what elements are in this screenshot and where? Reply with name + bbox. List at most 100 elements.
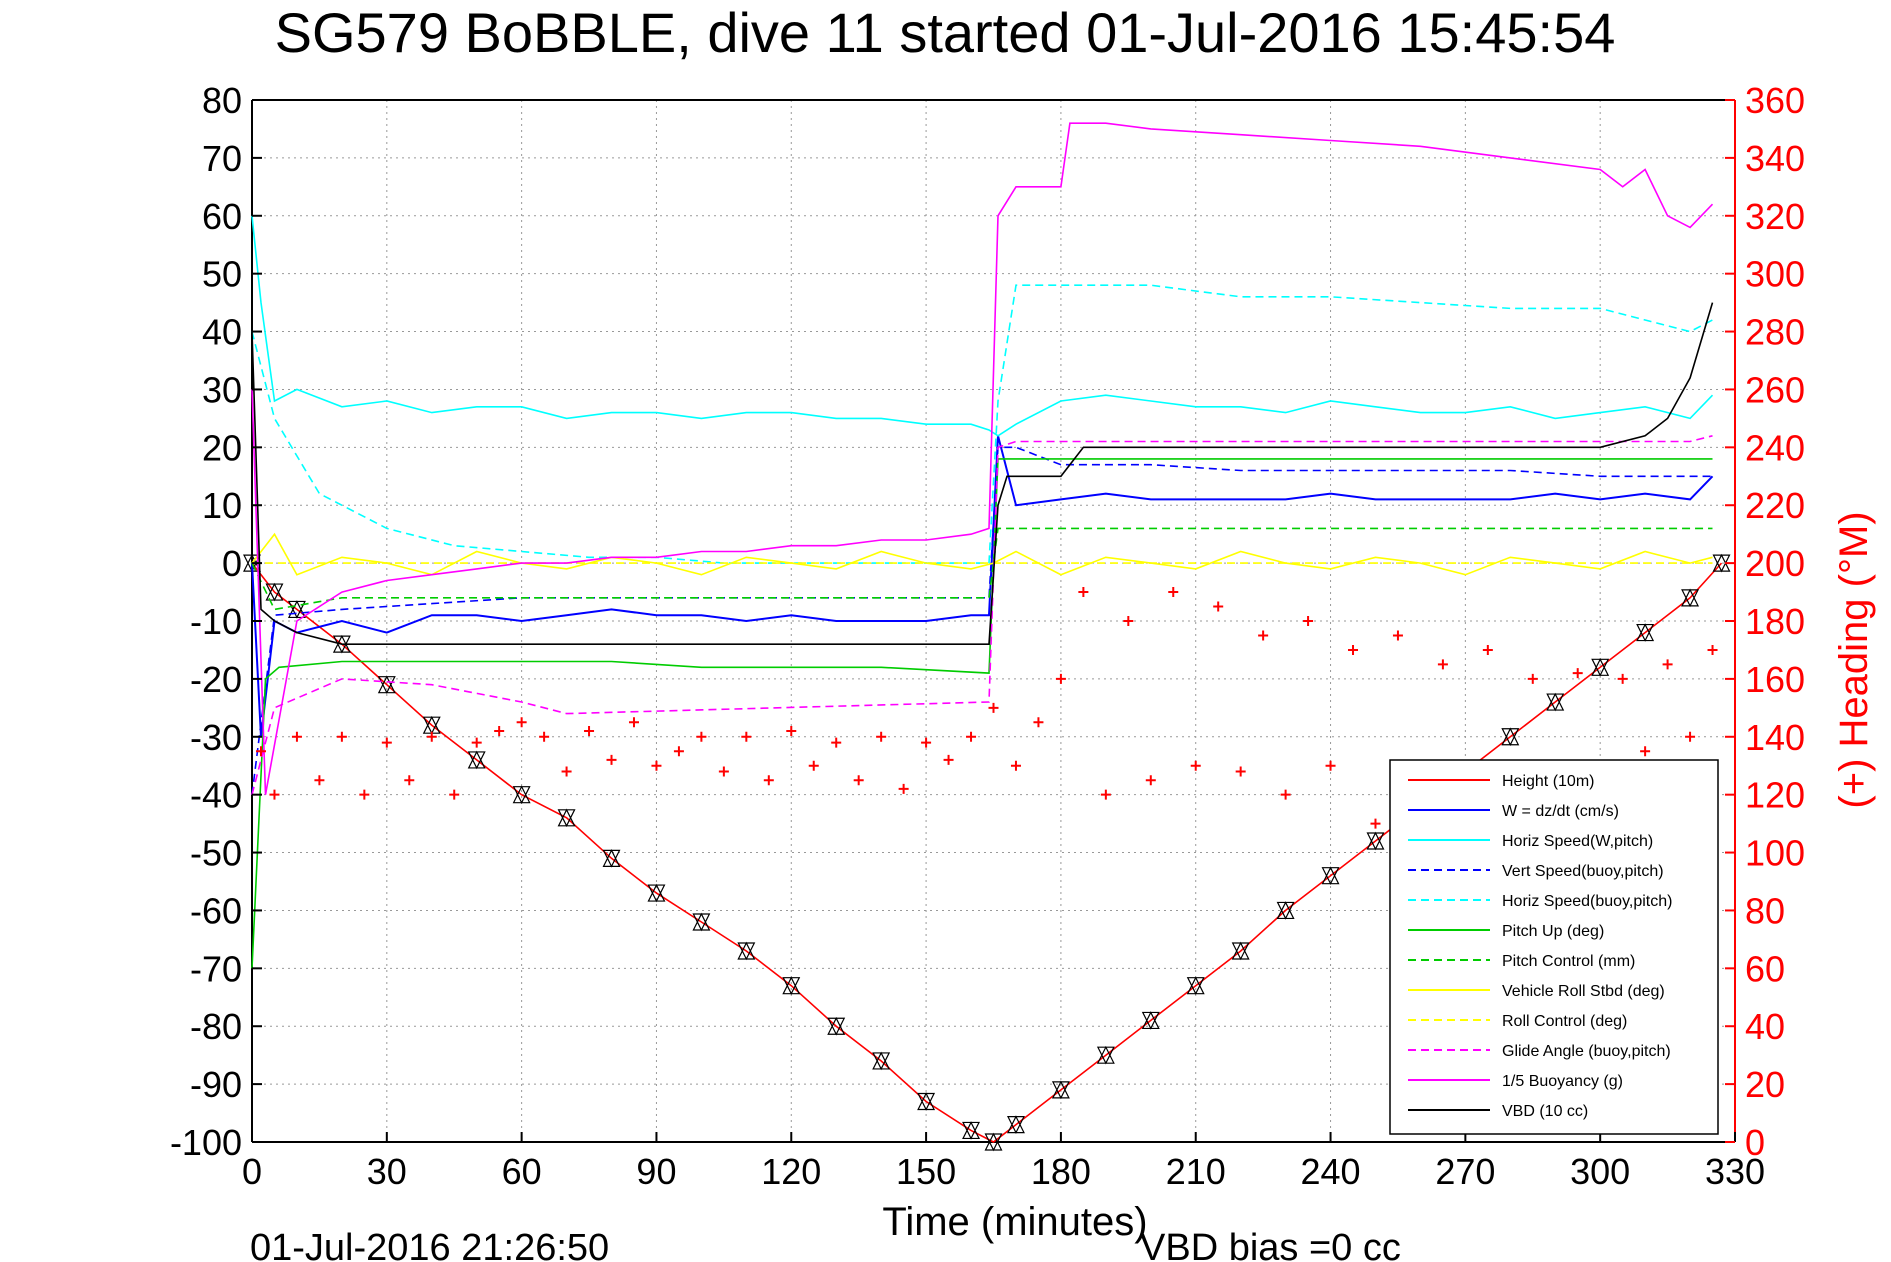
y2-tick-label: 80: [1745, 890, 1785, 931]
y2-tick-label: 120: [1745, 775, 1805, 816]
x-tick-label: 300: [1570, 1151, 1630, 1192]
y2-axis-ticks: 3603403203002802602402202001801601401201…: [1725, 80, 1805, 1163]
y-tick-label: 30: [202, 369, 242, 410]
heading-marker: [673, 746, 684, 757]
heading-marker: [336, 731, 347, 742]
heading-marker: [853, 775, 864, 786]
legend-label: Glide Angle (buoy,pitch): [1502, 1043, 1671, 1060]
y-tick-label: -80: [190, 1006, 242, 1047]
heading-marker: [1640, 746, 1651, 757]
y-tick-label: -50: [190, 833, 242, 874]
heading-marker: [1707, 644, 1718, 655]
height-marker: [1231, 941, 1250, 961]
height-marker: [1096, 1045, 1115, 1065]
heading-marker: [1370, 818, 1381, 829]
heading-marker: [561, 766, 572, 777]
heading-marker: [404, 775, 415, 786]
height-marker: [1366, 831, 1385, 851]
y2-tick-label: 20: [1745, 1064, 1785, 1105]
heading-marker: [1325, 760, 1336, 771]
heading-marker: [876, 731, 887, 742]
y2-axis-label: (+) Heading (°M): [1832, 511, 1876, 808]
y2-tick-label: 240: [1745, 427, 1805, 468]
legend-label: Horiz Speed(W,pitch): [1502, 833, 1653, 850]
series-vbd-10-cc: [251, 302, 1714, 646]
heading-marker: [449, 789, 460, 800]
heading-marker: [921, 737, 932, 748]
y2-tick-label: 280: [1745, 312, 1805, 353]
series-horiz-speed-buoy-pitch: [251, 284, 1713, 564]
legend-label: W = dz/dt (cm/s): [1502, 803, 1619, 820]
x-tick-label: 90: [636, 1151, 676, 1192]
heading-marker: [1055, 673, 1066, 684]
legend-label: Roll Control (deg): [1502, 1013, 1627, 1030]
height-marker: [1681, 588, 1700, 608]
heading-marker: [763, 775, 774, 786]
x-tick-label: 210: [1166, 1151, 1226, 1192]
legend-label: Vert Speed(buoy,pitch): [1502, 863, 1664, 880]
heading-marker: [1303, 616, 1314, 626]
series-glide-angle-buoy-pitch: [251, 435, 1713, 795]
series-w-dz-dt-cm-s: [251, 435, 1714, 737]
heading-marker: [269, 789, 280, 800]
heading-marker: [426, 731, 437, 742]
heading-marker: [1213, 601, 1224, 612]
y-tick-label: -70: [190, 948, 242, 989]
y-tick-label: -30: [190, 717, 242, 758]
height-marker: [1141, 1011, 1160, 1030]
x-axis-label: Time (minutes): [882, 1200, 1147, 1244]
x-tick-label: 30: [367, 1151, 407, 1192]
legend: Height (10m) W = dz/dt (cm/s) Horiz Speed(…: [1389, 759, 1719, 1135]
heading-marker: [314, 775, 325, 786]
heading-marker: [1527, 673, 1538, 684]
heading-marker: [1572, 668, 1583, 679]
heading-marker: [584, 725, 595, 736]
height-marker: [984, 1132, 1003, 1152]
y-tick-label: 40: [202, 312, 242, 353]
y-tick-label: 70: [202, 138, 242, 179]
heading-marker: [1662, 659, 1673, 670]
heading-marker: [966, 731, 977, 742]
heading-marker: [1392, 630, 1403, 641]
y-tick-label: 10: [202, 485, 242, 526]
y2-tick-label: 220: [1745, 485, 1805, 526]
height-marker: [917, 1092, 936, 1111]
heading-marker: [1280, 789, 1291, 800]
height-marker: [1546, 692, 1565, 712]
heading-marker: [539, 731, 550, 742]
height-marker: [1006, 1115, 1025, 1134]
heading-marker: [1685, 731, 1696, 742]
height-marker: [737, 941, 756, 961]
heading-marker: [651, 760, 662, 771]
height-marker: [962, 1121, 981, 1140]
heading-marker: [1437, 659, 1448, 670]
height-marker: [1051, 1080, 1070, 1100]
y2-tick-label: 360: [1745, 80, 1805, 121]
height-marker: [872, 1051, 891, 1071]
heading-marker: [1168, 587, 1179, 598]
legend-label: Pitch Control (mm): [1502, 953, 1635, 970]
height-marker: [647, 883, 666, 903]
y-tick-label: 60: [202, 196, 242, 237]
y-tick-label: -20: [190, 659, 242, 700]
legend-label: 1/5 Buoyancy (g): [1502, 1073, 1623, 1090]
heading-marker: [494, 725, 505, 736]
heading-marker: [628, 717, 639, 728]
height-marker: [602, 849, 621, 868]
legend-label: Horiz Speed(buoy,pitch): [1502, 893, 1672, 910]
heading-marker: [1190, 760, 1201, 771]
height-marker: [1276, 901, 1295, 920]
y2-tick-label: 320: [1745, 196, 1805, 237]
heading-marker: [831, 737, 842, 748]
height-marker: [827, 1016, 846, 1036]
heading-marker: [1033, 717, 1044, 728]
x-tick-label: 0: [242, 1151, 262, 1192]
height-marker: [782, 976, 801, 996]
series-horiz-speed-w-pitch: [251, 215, 1714, 437]
height-marker: [377, 675, 396, 695]
height-marker: [265, 582, 284, 602]
x-tick-label: 240: [1301, 1151, 1361, 1192]
y2-tick-label: 40: [1745, 1006, 1785, 1047]
legend-label: Vehicle Roll Stbd (deg): [1502, 983, 1665, 1000]
